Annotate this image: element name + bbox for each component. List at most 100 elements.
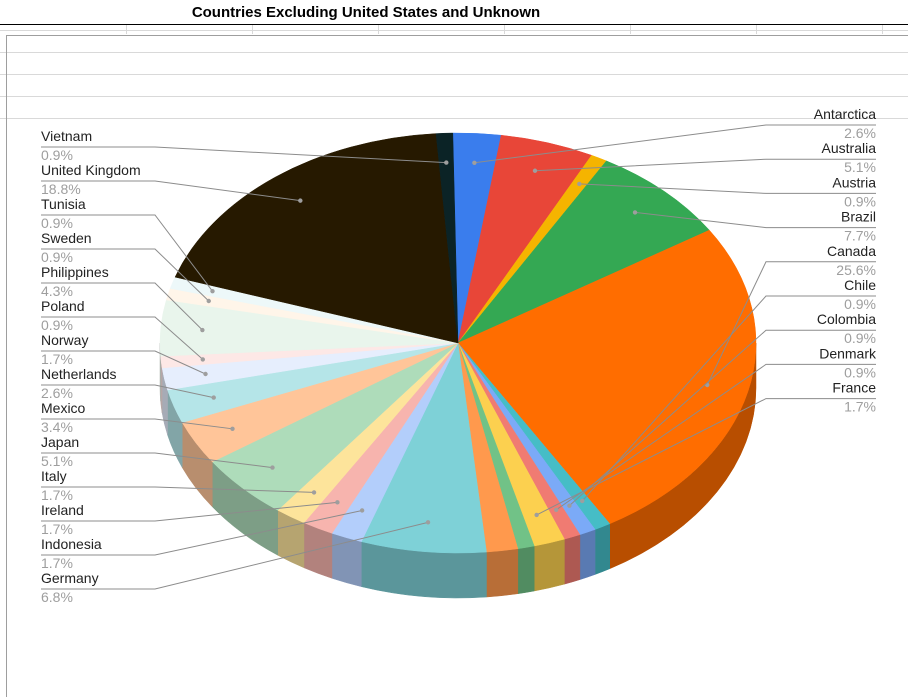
callout-percent-antarctica: 2.6% bbox=[844, 125, 876, 141]
callout-line-mexico bbox=[41, 418, 233, 430]
pie-slice-germany[interactable] bbox=[361, 342, 487, 554]
callout-label-italy: Italy bbox=[41, 468, 67, 484]
callout-line-indonesia bbox=[41, 509, 363, 556]
callout-percent-poland: 0.9% bbox=[41, 317, 73, 333]
callout-dot-norway bbox=[203, 371, 208, 377]
callout-label-brazil: Brazil bbox=[841, 209, 876, 225]
callout-line-denmark bbox=[555, 363, 876, 511]
callout-percent-indonesia: 1.7% bbox=[41, 555, 73, 571]
callout-percent-germany: 6.8% bbox=[41, 589, 73, 605]
pie-depth-indonesia bbox=[331, 532, 362, 587]
callout-percent-austria: 0.9% bbox=[844, 193, 876, 209]
callout-line-sweden bbox=[41, 248, 210, 302]
callout-label-sweden: Sweden bbox=[41, 230, 92, 246]
callout-line-australia bbox=[534, 158, 876, 172]
callout-line-colombia bbox=[569, 329, 876, 507]
callout-line-netherlands bbox=[41, 384, 214, 399]
callout-line-tunisia bbox=[41, 214, 213, 292]
pie-depth-chile bbox=[594, 523, 610, 575]
callout-dot-france bbox=[534, 512, 539, 518]
pie-slice-united-kingdom[interactable] bbox=[174, 133, 459, 344]
callout-line-vietnam bbox=[41, 146, 447, 164]
callout-percent-denmark: 0.9% bbox=[844, 364, 876, 380]
callout-percent-france: 1.7% bbox=[844, 399, 876, 415]
callout-line-poland bbox=[41, 316, 204, 360]
callout-percent-united-kingdom: 18.8% bbox=[41, 181, 81, 197]
callout-line-brazil bbox=[634, 211, 876, 229]
callout-percent-brazil: 7.7% bbox=[844, 228, 876, 244]
callout-dot-colombia bbox=[567, 503, 572, 508]
callout-label-vietnam: Vietnam bbox=[41, 128, 92, 144]
callout-percent-tunisia: 0.9% bbox=[41, 215, 73, 231]
callout-line-norway bbox=[41, 350, 206, 375]
callout-line-japan bbox=[41, 452, 273, 469]
callout-line-united-kingdom bbox=[41, 180, 301, 202]
callout-dot-poland bbox=[200, 357, 205, 362]
pie-depth bbox=[159, 342, 757, 599]
callout-label-france: France bbox=[832, 380, 876, 396]
callout-label-colombia: Colombia bbox=[817, 311, 876, 327]
callout-dot-italy bbox=[311, 490, 317, 495]
callout-label-mexico: Mexico bbox=[41, 400, 86, 416]
callout-percent-mexico: 3.4% bbox=[41, 419, 73, 435]
callout-dot-mexico bbox=[230, 426, 235, 432]
callout-percent-philippines: 4.3% bbox=[41, 283, 73, 299]
callout-dot-philippines bbox=[200, 327, 205, 333]
callout-percent-canada: 25.6% bbox=[836, 262, 876, 278]
pie-depth-colombia bbox=[579, 529, 596, 580]
callout-line-italy bbox=[41, 486, 315, 493]
callout-dot-brazil bbox=[632, 210, 638, 215]
callout-dot-netherlands bbox=[211, 395, 216, 400]
callout-label-australia: Australia bbox=[822, 140, 877, 156]
callout-label-poland: Poland bbox=[41, 298, 85, 314]
pie-slice-canada[interactable] bbox=[457, 229, 757, 525]
callout-label-tunisia: Tunisia bbox=[41, 196, 86, 212]
callout-line-ireland bbox=[41, 501, 338, 522]
callout-lines bbox=[41, 124, 876, 590]
callout-dot-vietnam bbox=[444, 160, 449, 165]
callout-dot-ireland bbox=[335, 500, 340, 505]
pie-slice-vietnam[interactable] bbox=[435, 132, 459, 344]
callout-percent-ireland: 1.7% bbox=[41, 521, 73, 537]
callout-percent-colombia: 0.9% bbox=[844, 330, 876, 346]
callout-line-france bbox=[536, 398, 876, 516]
pie-slice-brazil[interactable] bbox=[457, 160, 710, 344]
callout-label-austria: Austria bbox=[832, 174, 876, 190]
callout-dot-united-kingdom bbox=[298, 198, 303, 203]
callout-percent-chile: 0.9% bbox=[844, 296, 876, 312]
callout-line-chile bbox=[581, 295, 876, 502]
pie-depth-unlabeled bbox=[517, 545, 535, 595]
callout-dot-antarctica bbox=[472, 160, 477, 165]
callout-label-philippines: Philippines bbox=[41, 264, 109, 280]
callout-percent-japan: 5.1% bbox=[41, 453, 73, 469]
callout-percent-italy: 1.7% bbox=[41, 487, 73, 503]
callout-label-united-kingdom: United Kingdom bbox=[41, 162, 141, 178]
callout-line-canada bbox=[706, 261, 876, 386]
callout-label-japan: Japan bbox=[41, 434, 79, 450]
callout-label-netherlands: Netherlands bbox=[41, 366, 117, 382]
callout-percent-vietnam: 0.9% bbox=[41, 147, 73, 163]
callout-dot-sweden bbox=[206, 298, 211, 304]
callout-dot-australia bbox=[532, 168, 538, 173]
callout-label-ireland: Ireland bbox=[41, 502, 84, 518]
callout-dot-japan bbox=[270, 465, 275, 470]
callout-line-philippines bbox=[41, 282, 203, 331]
callout-dot-austria bbox=[577, 181, 582, 187]
callout-line-germany bbox=[41, 521, 429, 590]
callout-dot-denmark bbox=[554, 507, 559, 513]
callout-percent-netherlands: 2.6% bbox=[41, 385, 73, 401]
callout-dot-tunisia bbox=[210, 288, 215, 294]
callout-label-denmark: Denmark bbox=[819, 345, 877, 361]
pie-depth-unlabeled bbox=[486, 548, 519, 598]
callout-percent-norway: 1.7% bbox=[41, 351, 73, 367]
callout-line-antarctica bbox=[474, 124, 876, 164]
callout-label-antarctica: Antarctica bbox=[814, 106, 876, 122]
callout-dot-germany bbox=[425, 520, 431, 525]
callout-line-austria bbox=[579, 183, 876, 194]
pie-depth-denmark bbox=[564, 534, 581, 585]
callout-label-germany: Germany bbox=[41, 570, 99, 586]
chart-title: Countries Excluding United States and Un… bbox=[0, 2, 732, 24]
